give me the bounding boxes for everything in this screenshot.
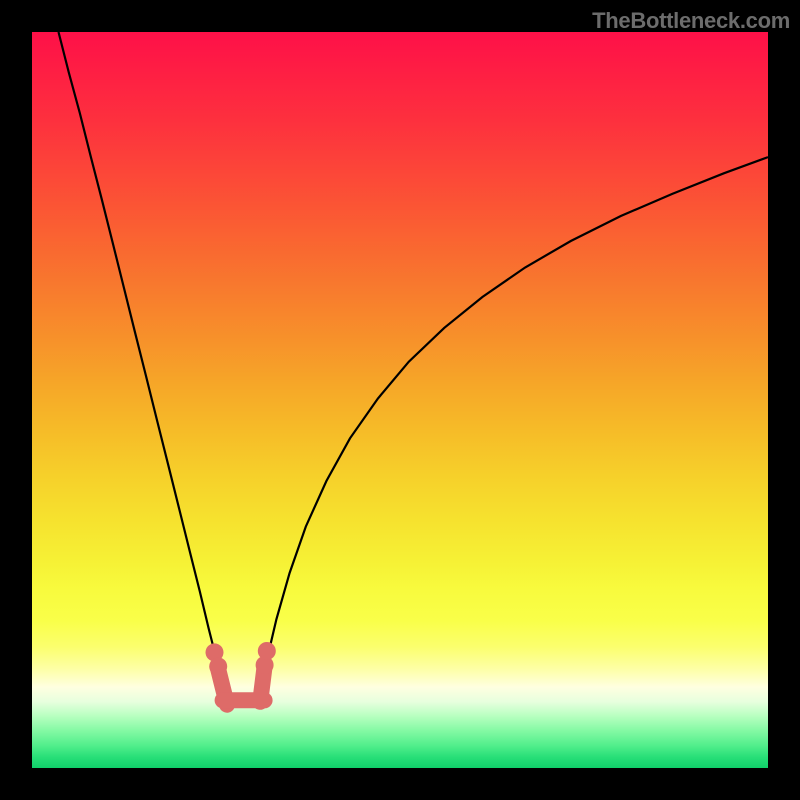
plot-area [32, 32, 768, 768]
gradient-background [32, 32, 768, 768]
watermark-text: TheBottleneck.com [592, 8, 790, 34]
